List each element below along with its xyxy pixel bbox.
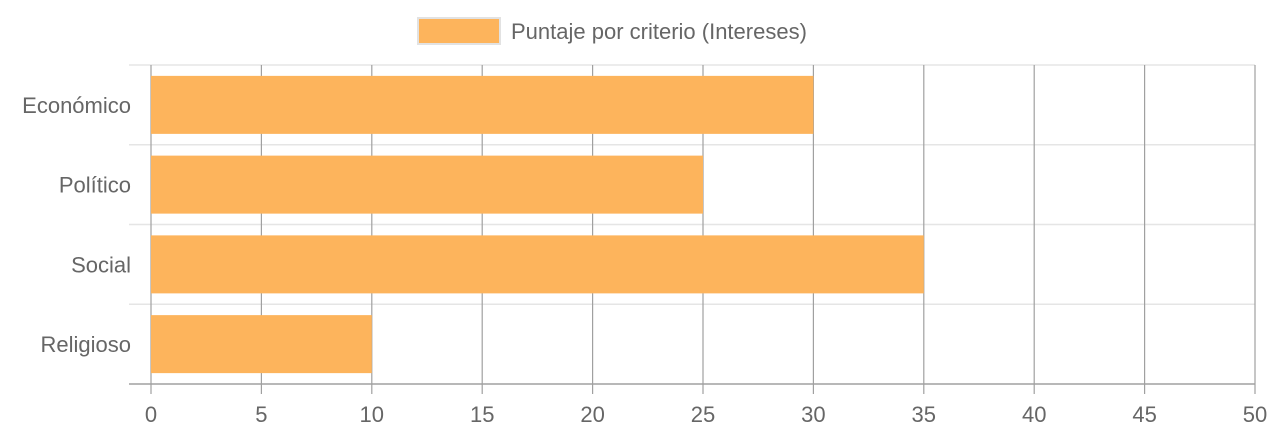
x-tick-label: 5 [255,402,267,427]
bar[interactable] [151,75,814,134]
x-tick-label: 40 [1022,402,1046,427]
y-tick-label: Social [71,252,131,277]
x-tick-label: 25 [691,402,715,427]
x-axis-labels: 0 5 10 15 20 25 30 35 40 45 50 [145,402,1267,427]
y-tick-label: Político [59,173,131,198]
legend-swatch [417,17,501,45]
x-tick-label: 45 [1132,402,1156,427]
x-tick-label: 35 [912,402,936,427]
y-tick-label: Económico [22,93,131,118]
y-tick-label: Religioso [41,332,132,357]
bar[interactable] [151,315,372,374]
bars-layer [151,75,924,374]
x-tick-label: 30 [801,402,825,427]
x-tick-label: 0 [145,402,157,427]
x-tick-label: 50 [1243,402,1267,427]
x-tick-label: 15 [470,402,494,427]
bar[interactable] [151,235,924,294]
y-axis-labels: Económico Político Social Religioso [22,93,131,357]
bar[interactable] [151,155,703,214]
legend[interactable]: Puntaje por criterio (Intereses) [417,17,807,45]
legend-label: Puntaje por criterio (Intereses) [511,19,807,44]
x-tick-label: 20 [580,402,604,427]
x-tick-label: 10 [360,402,384,427]
